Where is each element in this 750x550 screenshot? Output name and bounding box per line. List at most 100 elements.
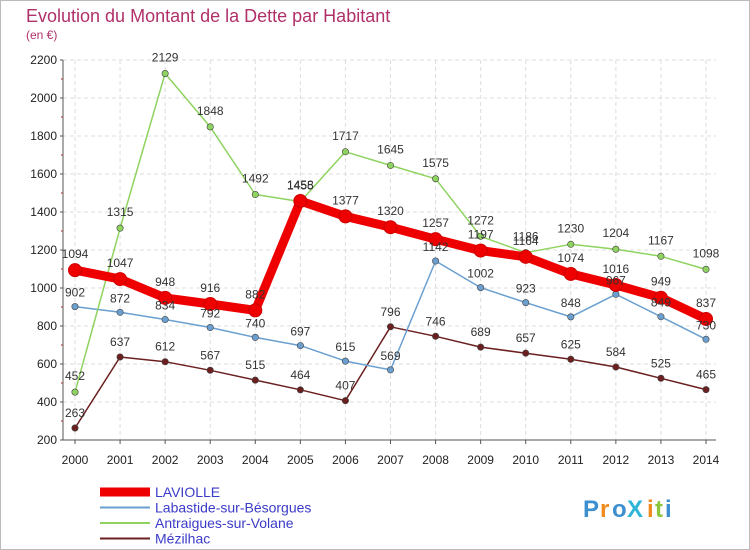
x-tick-label: 2003 [197,453,224,467]
legend: LAVIOLLELabastide-sur-BésorguesAntraigue… [100,484,311,547]
y-tick-label: 2000 [30,91,57,105]
data-label-mezilhac: 515 [245,358,265,372]
data-label-mezilhac: 746 [426,314,446,328]
y-tick-label: 2200 [30,53,57,67]
x-tick-label: 2001 [107,453,134,467]
data-point-laviolle [428,232,443,247]
data-point-laviolle [248,303,263,318]
data-label-laviolle: 1458 [287,178,314,192]
data-point-mezilhac [702,386,710,394]
data-point-antraigues-sur-volane [612,245,620,253]
data-point-mezilhac [251,376,259,384]
data-point-laviolle [653,290,668,305]
data-label-antraigues-sur-volane: 1848 [197,104,224,118]
y-tick-label: 1600 [30,167,57,181]
y-tick-label: 1400 [30,205,57,219]
data-label-mezilhac: 689 [471,325,491,339]
data-point-antraigues-sur-volane [477,232,485,240]
y-tick-label: 800 [37,319,57,333]
chart-subtitle: (en €) [26,28,57,42]
data-label-mezilhac: 525 [651,356,671,370]
data-label-mezilhac: 263 [65,406,85,420]
data-label-antraigues-sur-volane: 1167 [648,233,674,247]
data-point-mezilhac [161,358,169,366]
data-label-mezilhac: 465 [696,368,716,382]
data-label-labastide-sur-besorgues: 740 [245,316,265,330]
data-point-laviolle [383,220,398,235]
x-tick-label: 2010 [512,453,539,467]
x-tick-label: 2013 [648,453,675,467]
data-point-laviolle [68,263,82,278]
data-point-mezilhac [386,323,394,331]
data-labels: 263 637 612 567 515 464 407 796 746 689 657 625 584 5… [62,50,720,420]
brand-letter: r [600,496,609,523]
data-label-antraigues-sur-volane: 1272 [467,213,494,227]
data-point-labastide-sur-besorgues [341,357,349,365]
data-point-labastide-sur-besorgues [432,257,440,265]
data-point-mezilhac [296,386,304,394]
data-point-antraigues-sur-volane [341,148,349,156]
data-point-antraigues-sur-volane [386,161,394,169]
data-label-laviolle: 949 [651,275,671,289]
legend-label-mezilhac: Mézilhac [155,531,210,547]
x-tick-label: 2002 [152,453,179,467]
data-point-mezilhac [522,349,530,357]
x-tick-label: 2011 [558,453,584,467]
data-label-antraigues-sur-volane: 1315 [107,205,134,219]
data-label-laviolle: 1377 [332,193,359,207]
data-label-labastide-sur-besorgues: 730 [696,318,716,332]
brand-letter: i [647,496,654,523]
data-point-laviolle [518,249,533,264]
data-point-labastide-sur-besorgues [296,342,304,350]
data-label-laviolle: 1016 [603,262,630,276]
data-label-mezilhac: 625 [561,337,581,351]
data-label-laviolle: 1164 [513,234,539,248]
y-tick-label: 600 [37,357,57,371]
data-label-mezilhac: 584 [606,345,626,359]
data-label-laviolle: 882 [245,287,265,301]
data-label-antraigues-sur-volane: 1204 [603,226,630,240]
data-label-labastide-sur-besorgues: 872 [110,291,130,305]
legend-label-labastide-sur-besorgues: Labastide-sur-Bésorgues [155,500,311,516]
axes: 200 400 600 800 1000 1200 1400 1600 1800 2000 2200… [30,53,719,467]
data-label-laviolle: 948 [155,275,175,289]
data-label-labastide-sur-besorgues: 792 [200,307,220,321]
x-tick-label: 2000 [62,453,89,467]
data-point-laviolle [158,290,173,305]
data-label-antraigues-sur-volane: 1575 [422,156,449,170]
data-point-laviolle [203,296,218,311]
data-point-labastide-sur-besorgues [612,290,620,298]
brand-letter: i [665,496,672,523]
data-label-antraigues-sur-volane: 1098 [693,246,720,260]
data-label-laviolle: 1074 [557,251,584,265]
data-label-laviolle: 1197 [468,228,494,242]
data-label-mezilhac: 407 [335,379,355,393]
y-tick-label: 1800 [30,129,57,143]
data-point-labastide-sur-besorgues [522,299,530,307]
data-point-mezilhac [206,366,214,374]
data-point-labastide-sur-besorgues [251,333,259,341]
data-label-labastide-sur-besorgues: 834 [155,299,175,313]
legend-label-antraigues-sur-volane: Antraigues-sur-Volane [155,515,294,531]
data-point-antraigues-sur-volane [432,175,440,183]
data-label-labastide-sur-besorgues: 615 [335,340,355,354]
x-tick-label: 2012 [603,453,630,467]
data-point-laviolle [563,266,578,281]
data-label-labastide-sur-besorgues: 967 [606,273,626,287]
x-tick-label: 2009 [467,453,494,467]
data-label-laviolle: 1047 [107,256,134,270]
data-point-mezilhac [657,374,665,382]
data-label-labastide-sur-besorgues: 697 [290,325,310,339]
data-point-labastide-sur-besorgues [567,313,575,321]
data-point-labastide-sur-besorgues [657,313,665,321]
x-tick-label: 2014 [693,453,720,467]
data-label-laviolle: 837 [696,296,716,310]
data-label-mezilhac: 657 [516,331,536,345]
data-point-mezilhac [612,363,620,371]
data-label-laviolle: 1094 [62,247,89,261]
data-label-mezilhac: 567 [200,348,220,362]
chart-title: Evolution du Montant de la Dette par Hab… [26,6,390,26]
data-label-labastide-sur-besorgues: 849 [651,296,671,310]
